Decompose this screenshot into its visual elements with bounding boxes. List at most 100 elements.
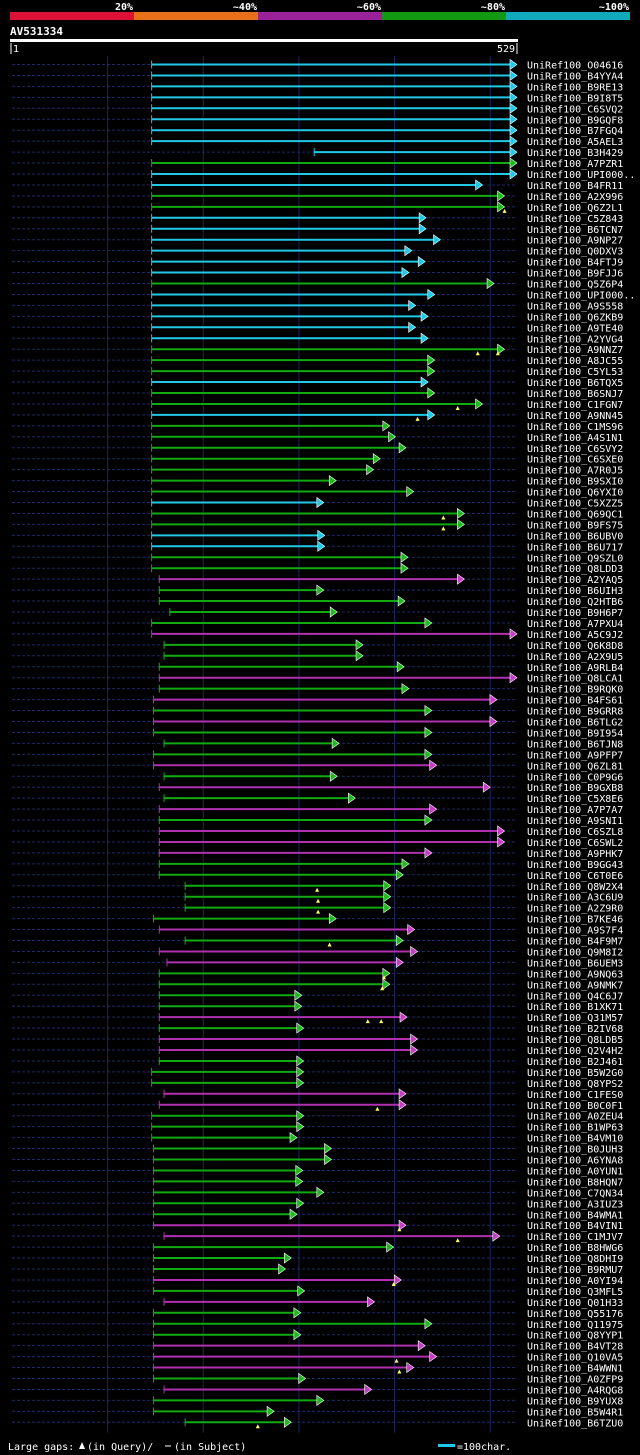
hit-arrow (398, 1219, 407, 1231)
hit-row: UniRef100_A7P7A7 (12, 803, 623, 816)
hit-arrow (383, 880, 392, 892)
hit-name: UniRef100_A7PXU4 (527, 619, 623, 630)
hit-row: UniRef100_Q8LCA1 (12, 672, 623, 685)
hit-arrow (429, 759, 438, 771)
hit-row: UniRef100_A5C9J2 (12, 628, 623, 641)
hit-arrow (418, 212, 427, 224)
hit-row: UniRef100_C5YL53 (12, 365, 623, 378)
hit-name: UniRef100_B5W4R1 (527, 1407, 623, 1418)
hit-row: UniRef100_B6UBV0 (12, 529, 623, 542)
hit-name: UniRef100_UPI000.. (527, 170, 635, 181)
hit-name: UniRef100_B9FJJ6 (527, 269, 623, 280)
hit-name: UniRef100_B2IV68 (527, 1024, 623, 1035)
hit-name: UniRef100_A4S1N1 (527, 433, 623, 444)
hit-row: UniRef100_B6TCN7 (12, 223, 623, 236)
hit-row: UniRef100_B9FJJ6 (12, 266, 623, 280)
hit-name: UniRef100_Q10VA5 (527, 1353, 623, 1364)
footer-gaps-prefix: Large gaps: (8, 1442, 74, 1453)
hit-name: UniRef100_B8HQN7 (527, 1177, 623, 1188)
hit-row: UniRef100_A9NN45 (12, 409, 623, 422)
hit-arrow (489, 694, 498, 706)
hit-name: UniRef100_UPI000.. (527, 290, 635, 301)
hit-arrow (283, 1252, 292, 1264)
hit-name: UniRef100_B6UIH3 (527, 586, 623, 597)
hit-row: UniRef100_C6SZL8 (12, 825, 623, 838)
hit-arrow (509, 58, 518, 71)
hit-arrow (424, 704, 433, 717)
hit-row: UniRef100_A5AEL3 (12, 135, 623, 148)
hit-arrow (266, 1405, 275, 1417)
hit-arrow (296, 1066, 305, 1078)
hit-name: UniRef100_Q9SZL0 (527, 553, 623, 564)
hit-arrow (427, 365, 436, 377)
hit-row: UniRef100_Q4C6J7 (12, 989, 623, 1002)
hit-name: UniRef100_O04616 (527, 61, 623, 72)
hit-name: UniRef100_B1WP63 (527, 1123, 623, 1134)
hit-row: UniRef100_C6SXE0 (12, 453, 623, 466)
hit-row: UniRef100_B9GRR8 (12, 704, 623, 718)
hit-name: UniRef100_A0ZEU4 (527, 1112, 623, 1123)
legend-label: 20% (115, 2, 133, 13)
hit-name: UniRef100_B4VT28 (527, 1342, 623, 1353)
hit-row: UniRef100_B4FTJ9 (12, 256, 623, 269)
hit-name: UniRef100_B7KE46 (527, 915, 623, 926)
hit-name: UniRef100_B0C0F1 (527, 1101, 623, 1112)
hit-name: UniRef100_A9NNZ7 (527, 345, 623, 356)
hit-name: UniRef100_B6TLG2 (527, 718, 623, 729)
hit-arrow (382, 420, 391, 432)
hit-row: UniRef100_Q8YYP1 (12, 1329, 623, 1342)
hit-row: UniRef100_A3IUZ3 (12, 1197, 623, 1210)
hit-name: UniRef100_A2Z9R0 (527, 904, 623, 915)
hit-row: UniRef100_B9RQK0 (12, 683, 623, 696)
hit-name: UniRef100_B9H6P7 (527, 608, 623, 619)
hit-name: UniRef100_A0YI94 (527, 1276, 623, 1287)
hit-arrow (367, 1296, 376, 1308)
hit-arrow (509, 91, 518, 103)
hit-arrow (427, 387, 436, 399)
hit-arrow (298, 1372, 307, 1385)
hit-arrow (316, 496, 325, 509)
hit-row: UniRef100_C1MS96 (12, 420, 623, 433)
hit-arrow (475, 398, 484, 410)
hit-name: UniRef100_Q8DHI9 (527, 1254, 623, 1265)
hit-row: UniRef100_Q6ZL81 (12, 759, 623, 772)
hit-arrow (457, 573, 465, 585)
legend-label: ~40% (233, 2, 257, 13)
hit-row: UniRef100_B6UEM3 (12, 956, 623, 969)
hit-arrow (401, 858, 410, 870)
hit-row: UniRef100_B4WMA1 (12, 1208, 623, 1221)
hit-name: UniRef100_A2X9U5 (527, 652, 623, 663)
hit-name: UniRef100_B3H429 (527, 148, 623, 159)
hit-row: UniRef100_Q9SZL0 (12, 551, 623, 564)
hit-row: UniRef100_A0ZEU4 (12, 1110, 623, 1123)
hit-name: UniRef100_A9TE40 (527, 323, 623, 334)
hit-arrow (408, 299, 417, 311)
hit-arrow (393, 1274, 402, 1286)
hit-row: UniRef100_A6YNA8 (12, 1153, 623, 1167)
hit-name: UniRef100_Q2HTB6 (527, 597, 623, 608)
hit-row: UniRef100_B4WWN1 (12, 1361, 623, 1375)
ruler-start-label: 1 (13, 44, 19, 55)
hit-name: UniRef100_A9RLB4 (527, 663, 623, 674)
hit-row: UniRef100_B9FS75 (12, 518, 623, 531)
gap-marker (391, 1281, 396, 1286)
ruler-end-label: 529 (497, 44, 515, 55)
hit-arrow (509, 80, 518, 92)
hit-arrow (457, 507, 465, 520)
hit-row: UniRef100_C5X8E6 (12, 792, 623, 805)
hit-row: UniRef100_A7PXU4 (12, 617, 623, 630)
hit-arrow (289, 1208, 298, 1220)
hit-arrow (296, 1022, 305, 1034)
hit-name: UniRef100_A9PHK7 (527, 849, 623, 860)
hit-arrow (433, 234, 442, 246)
hit-row: UniRef100_A4RQG8 (12, 1383, 623, 1396)
hit-row: UniRef100_C5XZZ5 (12, 496, 623, 510)
hit-arrow (424, 748, 433, 760)
hit-row: UniRef100_C6SVQ2 (12, 102, 623, 115)
hit-arrow (427, 409, 436, 421)
hit-name: UniRef100_B6SNJ7 (527, 389, 623, 400)
identity-legend-bar (10, 12, 630, 20)
hit-name: UniRef100_Q6ZL81 (527, 761, 623, 772)
hit-name: UniRef100_Q8LDD3 (527, 564, 623, 575)
hit-row: UniRef100_A9S558 (12, 299, 623, 312)
